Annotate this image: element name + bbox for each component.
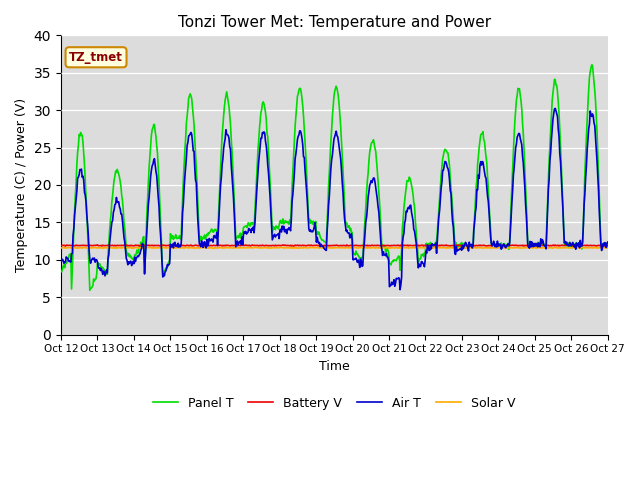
Line: Solar V: Solar V: [61, 247, 608, 248]
Air T: [552, 106, 559, 111]
Panel T: [67, 251, 75, 256]
Battery V: [401, 243, 408, 249]
Air T: [207, 236, 215, 242]
Battery V: [67, 242, 75, 248]
Legend: Panel T, Battery V, Air T, Solar V: Panel T, Battery V, Air T, Solar V: [148, 392, 521, 415]
Panel T: [86, 288, 93, 293]
Panel T: [57, 268, 65, 274]
Air T: [401, 217, 409, 223]
Solar V: [179, 245, 187, 251]
Battery V: [207, 243, 215, 249]
Panel T: [124, 253, 132, 259]
X-axis label: Time: Time: [319, 360, 349, 373]
Solar V: [209, 245, 217, 251]
Solar V: [604, 245, 612, 251]
Line: Air T: Air T: [61, 108, 608, 289]
Solar V: [57, 245, 65, 251]
Air T: [604, 239, 612, 245]
Battery V: [179, 242, 186, 248]
Panel T: [179, 177, 187, 183]
Text: TZ_tmet: TZ_tmet: [69, 51, 123, 64]
Air T: [67, 259, 75, 265]
Battery V: [604, 243, 612, 249]
Line: Battery V: Battery V: [61, 245, 608, 246]
Solar V: [67, 245, 75, 251]
Air T: [124, 258, 131, 264]
Title: Tonzi Tower Met: Temperature and Power: Tonzi Tower Met: Temperature and Power: [178, 15, 491, 30]
Battery V: [417, 243, 424, 249]
Panel T: [209, 227, 216, 233]
Battery V: [529, 242, 536, 248]
Solar V: [403, 244, 410, 250]
Y-axis label: Temperature (C) / Power (V): Temperature (C) / Power (V): [15, 98, 28, 272]
Panel T: [588, 62, 596, 68]
Air T: [179, 210, 186, 216]
Air T: [417, 259, 425, 264]
Solar V: [209, 245, 216, 251]
Battery V: [124, 242, 131, 248]
Panel T: [401, 191, 409, 197]
Air T: [57, 258, 65, 264]
Air T: [396, 287, 404, 292]
Solar V: [124, 245, 131, 251]
Solar V: [419, 245, 426, 251]
Battery V: [57, 242, 65, 248]
Panel T: [417, 252, 425, 257]
Line: Panel T: Panel T: [61, 65, 608, 290]
Battery V: [497, 243, 504, 249]
Solar V: [159, 244, 166, 250]
Panel T: [604, 243, 612, 249]
